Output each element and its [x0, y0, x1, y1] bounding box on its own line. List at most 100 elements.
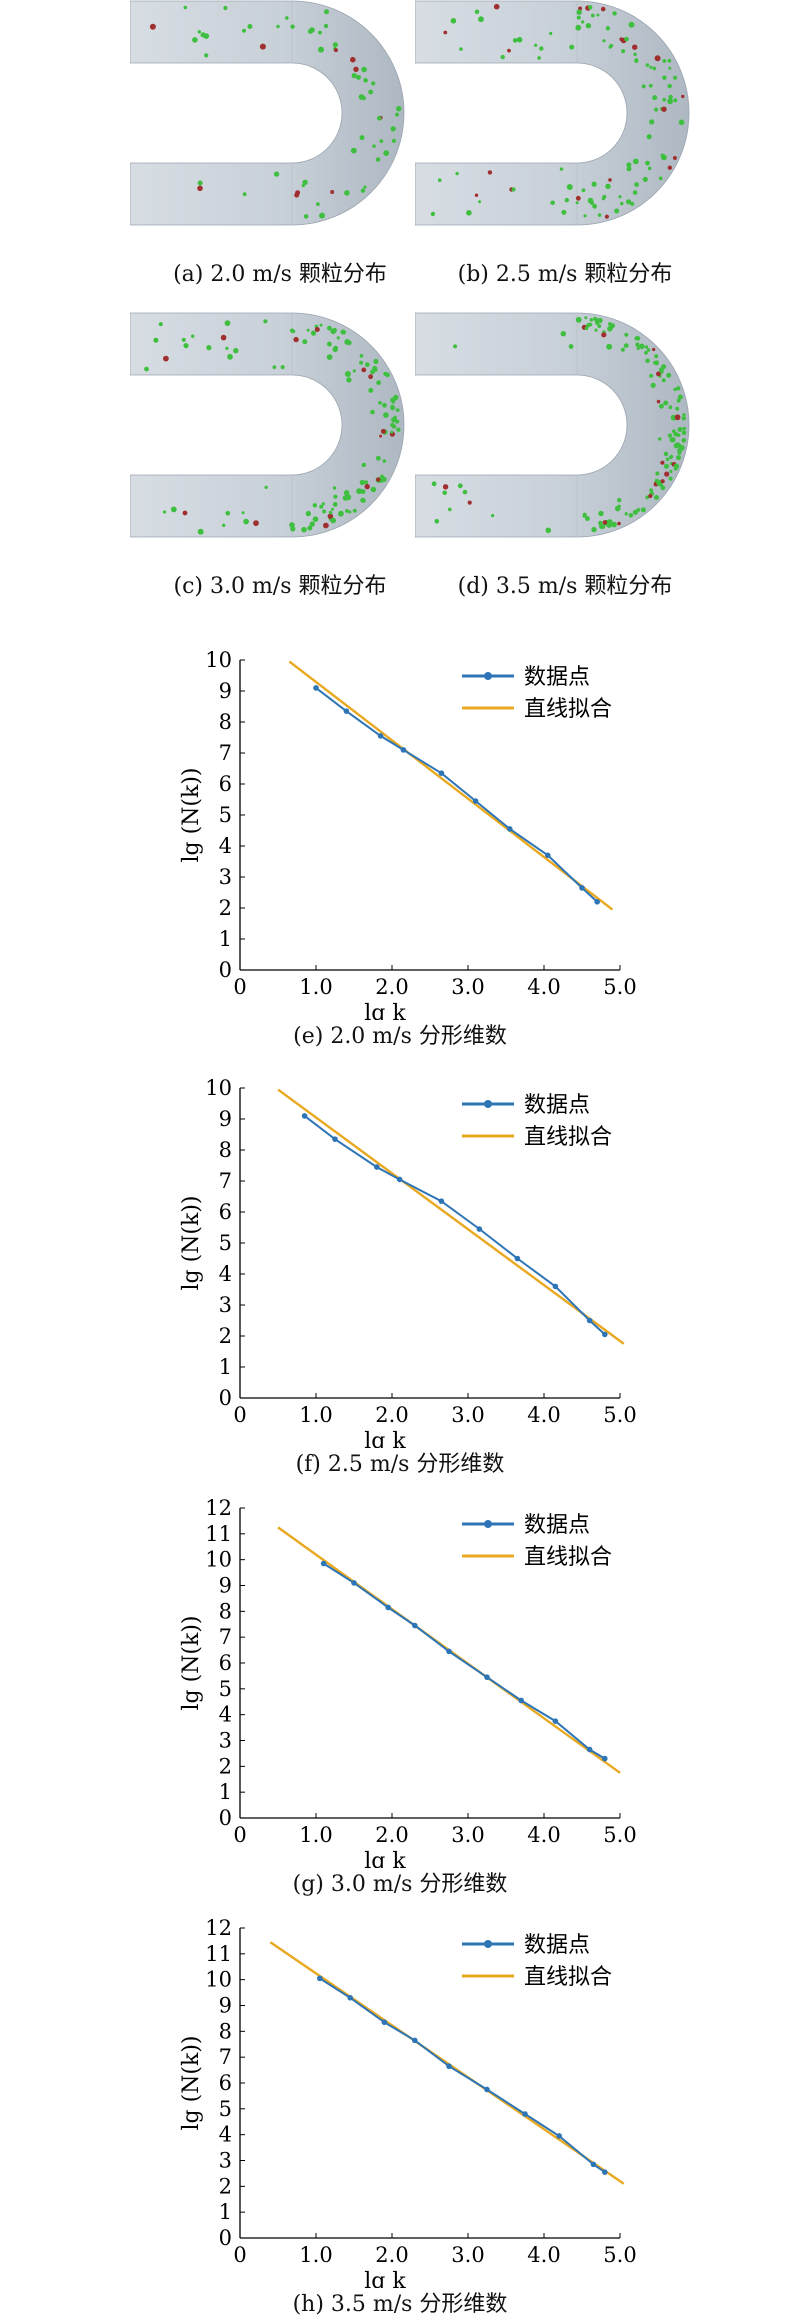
particle [346, 340, 352, 346]
particle [549, 31, 553, 36]
y-tick-label: 7 [219, 741, 232, 765]
particle [373, 358, 379, 364]
particle [360, 489, 366, 495]
particle [344, 371, 351, 377]
particle [227, 353, 233, 360]
y-tick-label: 6 [219, 1651, 232, 1675]
data-point [313, 685, 319, 691]
particle [162, 510, 167, 514]
y-tick-label: 9 [219, 679, 232, 703]
particle [645, 358, 650, 364]
particle [658, 367, 664, 373]
particle [584, 516, 590, 521]
particle [307, 29, 313, 34]
x-tick-label: 0 [233, 975, 246, 999]
particle [323, 23, 329, 29]
y-tick-label: 7 [219, 2045, 232, 2069]
particle [183, 343, 189, 349]
particle [375, 157, 381, 162]
data-point [446, 1648, 452, 1655]
y-tick-label: 11 [205, 1942, 232, 1966]
particle [676, 442, 681, 448]
pipe-caption-a: (a) 2.0 m/s 颗粒分布 [173, 262, 387, 287]
particle [144, 366, 149, 372]
particle [575, 24, 582, 31]
y-tick-label: 1 [219, 1780, 232, 1804]
y-tick-label: 2 [219, 1754, 232, 1778]
particle [581, 20, 585, 24]
particle [634, 182, 639, 187]
data-point [347, 1994, 354, 2001]
particle [596, 13, 600, 17]
fit-line [288, 660, 614, 911]
particle [385, 372, 390, 378]
data-point [552, 1718, 559, 1724]
particle [330, 507, 334, 511]
particle [453, 344, 458, 349]
data-point [438, 770, 445, 776]
particle [654, 354, 659, 359]
particle [624, 512, 628, 516]
particle [660, 485, 666, 491]
pipe-caption-d: (d) 3.5 m/s 颗粒分布 [457, 574, 673, 599]
data-point [412, 1622, 418, 1629]
y-tick-label: 5 [219, 2097, 232, 2121]
particle [602, 39, 606, 43]
particle [649, 488, 653, 493]
particle [668, 405, 673, 410]
particle [323, 522, 329, 529]
x-tick-label: 5.0 [603, 1823, 636, 1847]
particle [507, 48, 511, 53]
data-point [472, 798, 479, 804]
particle [602, 194, 607, 199]
particle [291, 329, 296, 334]
particle [364, 483, 370, 490]
chart-h-caption: (h) 3.5 m/s 分形维数 [292, 2292, 508, 2317]
data-point [522, 2111, 528, 2117]
particle [566, 184, 573, 190]
x-tick-label: 0 [233, 1403, 246, 1427]
particle [539, 46, 544, 51]
legend-data-label: 数据点 [524, 1513, 590, 1538]
particle [396, 106, 402, 112]
y-tick-label: 5 [219, 1677, 232, 1701]
data-point [317, 1975, 323, 1982]
particle [450, 18, 457, 24]
particle [290, 24, 295, 29]
particle [327, 513, 334, 520]
x-axis-label: lg k [364, 1001, 406, 1020]
particle [612, 11, 617, 16]
particle [474, 9, 480, 15]
particle [342, 495, 349, 501]
particle [361, 96, 366, 101]
x-axis-label: lg k [364, 1429, 406, 1448]
particle [376, 477, 381, 482]
data-point [381, 2019, 388, 2026]
particle [663, 463, 670, 469]
y-tick-label: 9 [219, 1574, 232, 1598]
y-tick-label: 9 [219, 1107, 232, 1131]
particle [466, 210, 472, 216]
particle [330, 517, 337, 524]
data-point [552, 1283, 559, 1290]
legend-data-marker [484, 1520, 492, 1528]
particle [290, 526, 296, 532]
particle [673, 98, 678, 103]
y-tick-label: 12 [205, 1916, 232, 1940]
particle [192, 37, 198, 43]
x-tick-label: 3.0 [451, 975, 484, 999]
particle [306, 328, 310, 332]
y-tick-label: 4 [219, 1703, 232, 1727]
particle [163, 355, 169, 362]
particle [662, 75, 667, 80]
data-point [586, 1317, 593, 1324]
particle [356, 74, 361, 80]
particle [626, 199, 632, 205]
particle [330, 190, 335, 194]
particle [276, 24, 280, 29]
particle [455, 171, 459, 176]
particle [368, 89, 374, 95]
particle [467, 500, 472, 505]
